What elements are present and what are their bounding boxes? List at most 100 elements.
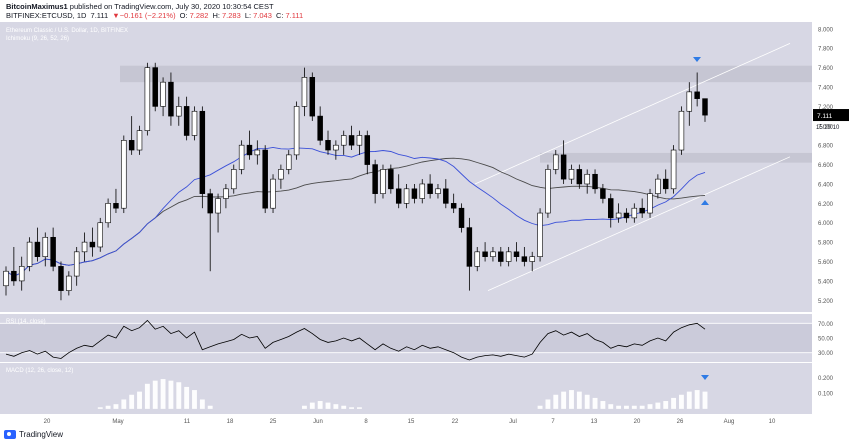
candle: [388, 164, 394, 194]
author-name[interactable]: BitcoinMaximus1: [6, 2, 68, 11]
time-tick-label: 20: [634, 419, 641, 425]
candle-body: [411, 188, 418, 199]
candle-body: [600, 188, 606, 199]
macd-bar: [113, 404, 119, 409]
candle-body: [58, 266, 64, 291]
candle: [678, 106, 685, 155]
macd-bar: [624, 405, 629, 409]
candle-body: [113, 203, 119, 209]
candle-body: [553, 154, 559, 170]
macd-bar: [144, 383, 150, 409]
candle-body: [144, 67, 151, 131]
candle: [584, 169, 590, 194]
rsi-tick-label: 50.00: [818, 337, 834, 343]
candle-body: [293, 106, 300, 156]
macd-bar: [356, 407, 362, 409]
candle-body: [372, 164, 378, 194]
time-tick-label: Jun: [313, 419, 323, 425]
candle-body: [168, 81, 174, 117]
candle: [317, 106, 323, 146]
candle: [513, 242, 520, 262]
candle: [26, 237, 33, 272]
candle: [207, 188, 213, 272]
price-axis-bg: [812, 22, 850, 414]
candle-body: [26, 241, 33, 267]
candle: [403, 183, 410, 209]
close-value: 7.111: [285, 11, 304, 20]
candle: [160, 77, 166, 117]
candle-body: [678, 110, 685, 151]
candle-body: [3, 270, 9, 287]
candle: [199, 106, 206, 209]
candles: [3, 62, 708, 301]
macd-histogram: [97, 379, 708, 409]
candle-body: [136, 130, 143, 151]
macd-bar: [679, 394, 684, 409]
close-label: C:: [275, 11, 284, 20]
rsi-title: RSI (14, close): [6, 319, 46, 325]
candle: [474, 246, 480, 272]
price-tick-label: 7.400: [818, 86, 834, 92]
candle: [246, 130, 253, 160]
high-value: 7.283: [221, 11, 241, 20]
candle: [560, 140, 567, 184]
chart-title: Ethereum Classic / U.S. Dollar, 1D, BITF…: [6, 28, 128, 34]
candle-body: [655, 178, 661, 194]
macd-bar: [302, 405, 307, 409]
price-change: ▼−0.161 (−2.21%): [112, 11, 176, 20]
open-label: O:: [179, 11, 188, 20]
macd-bar: [647, 404, 653, 409]
candle: [608, 193, 614, 228]
candle: [128, 116, 135, 155]
candle-body: [631, 207, 638, 219]
candle: [73, 246, 80, 286]
time-tick-label: 15: [408, 419, 415, 425]
candle: [372, 159, 378, 204]
tradingview-logo[interactable]: TradingView: [4, 430, 63, 439]
rsi-line: [5, 319, 706, 361]
candle: [105, 198, 111, 228]
candle: [450, 193, 457, 214]
candle: [325, 130, 331, 155]
candle: [380, 164, 386, 199]
candle: [647, 188, 653, 218]
candle: [254, 140, 261, 165]
time-tick-label: 22: [452, 419, 459, 425]
macd-bar: [663, 401, 669, 409]
candle-body: [66, 275, 72, 291]
candle: [490, 246, 496, 262]
candle: [686, 82, 693, 126]
macd-arrow-icon: [701, 375, 709, 380]
macd-bar: [97, 407, 103, 409]
channel-upper-line: [474, 43, 791, 185]
chart-canvas[interactable]: 8.000 7.800 7.600 7.400 7.200 7.000 6.800 6.600…: [0, 22, 850, 428]
candle-body: [238, 144, 245, 170]
candle-body: [223, 188, 229, 199]
candle: [11, 246, 17, 286]
price-tick-label: 6.200: [818, 202, 834, 208]
candle-body: [403, 188, 410, 204]
macd-bar: [616, 405, 622, 409]
macd-bar: [584, 394, 590, 409]
indicator-label: Ichimoku (9, 26, 52, 26): [6, 36, 69, 42]
price-tick-label: 5.600: [818, 260, 834, 266]
candle-body: [105, 203, 111, 224]
candle-body: [608, 198, 614, 219]
candle: [670, 145, 677, 194]
time-tick-label: 7: [551, 419, 555, 425]
footer: TradingView: [0, 428, 850, 444]
candle-body: [207, 193, 213, 214]
candle: [631, 203, 638, 223]
macd-bar: [168, 380, 174, 409]
candle: [42, 232, 49, 267]
candle: [411, 183, 418, 204]
candle-body: [435, 188, 441, 194]
price-tick-label: 5.400: [818, 279, 834, 285]
candle: [168, 72, 174, 126]
candle-body: [427, 183, 433, 194]
candle-body: [639, 207, 645, 214]
time-tick-label: May: [112, 419, 123, 425]
candle: [262, 145, 268, 214]
candle-body: [505, 251, 512, 262]
macd-bar: [199, 399, 205, 409]
